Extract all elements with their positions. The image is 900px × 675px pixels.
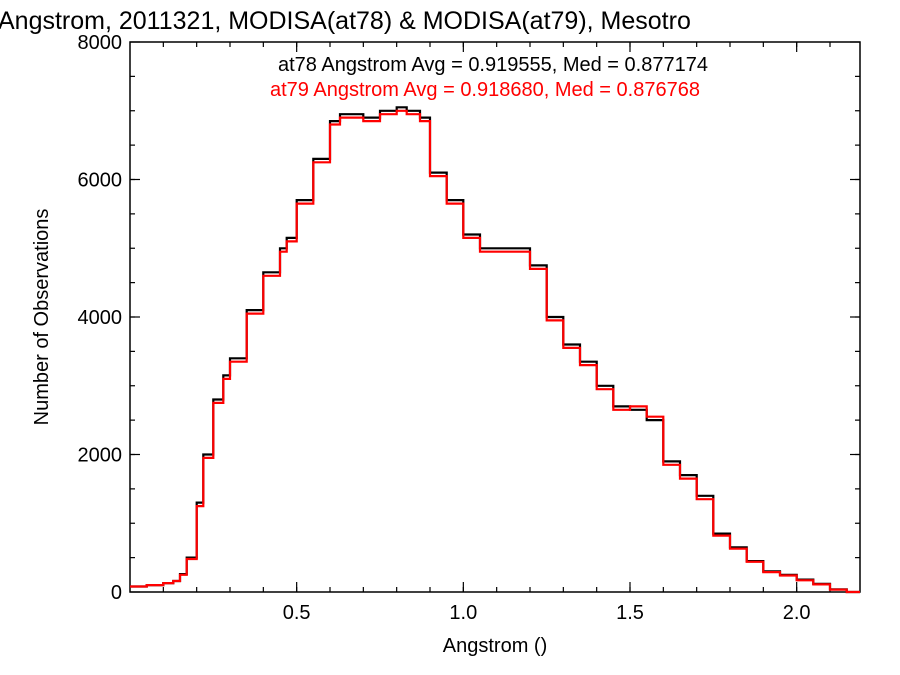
- x-tick-label: 0.5: [283, 602, 311, 624]
- annotation-at79: at79 Angstrom Avg = 0.918680, Med = 0.87…: [270, 79, 700, 101]
- axis-ticks: 0.5 1.0 1.5 2.0 0 2000 4000 6000 8000: [78, 32, 860, 624]
- series-layer: [130, 106, 860, 594]
- y-tick-label: 2000: [78, 445, 123, 467]
- annotation-at78: at78 Angstrom Avg = 0.919555, Med = 0.87…: [278, 54, 708, 76]
- x-tick-label: 1.0: [449, 602, 477, 624]
- x-axis-label: Angstrom (): [443, 635, 547, 657]
- y-tick-label: 4000: [78, 307, 123, 329]
- y-tick-label: 6000: [78, 170, 123, 192]
- y-axis-label: Number of Observations: [31, 209, 53, 426]
- x-tick-label: 2.0: [783, 602, 811, 624]
- series-line-at79: [130, 109, 860, 594]
- y-tick-label: 0: [111, 582, 122, 604]
- series-line-at78: [130, 106, 860, 594]
- chart-title: Angstrom, 2011321, MODISA(at78) & MODISA…: [0, 7, 691, 35]
- y-tick-label: 8000: [78, 32, 123, 54]
- x-tick-label: 1.5: [616, 602, 644, 624]
- plot-frame: [129, 41, 861, 593]
